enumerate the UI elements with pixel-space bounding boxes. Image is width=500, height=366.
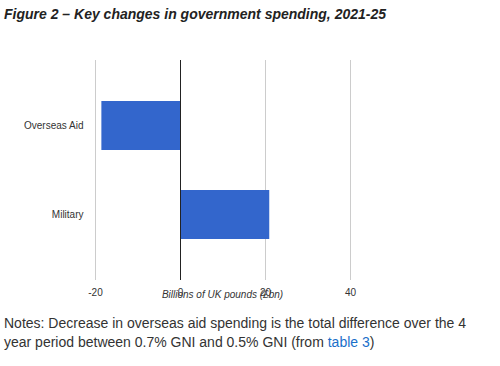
html-text:Figure 2 – Key changes in gove: Figure 2 – Key changes in government spe… <box>4 6 386 22</box>
html-text:Billions of UK pounds (£bn): Billions of UK pounds (£bn) <box>161 289 284 300</box>
html-text:Notes: Decrease in overseas ai: Notes: Decrease in overseas aid spending… <box>4 315 466 350</box>
svg-text:Overseas Aid: Overseas Aid <box>24 120 83 131</box>
svg-text:Military: Military <box>52 209 84 220</box>
svg-text:-20: -20 <box>88 287 103 298</box>
svg-text:40: 40 <box>345 287 357 298</box>
